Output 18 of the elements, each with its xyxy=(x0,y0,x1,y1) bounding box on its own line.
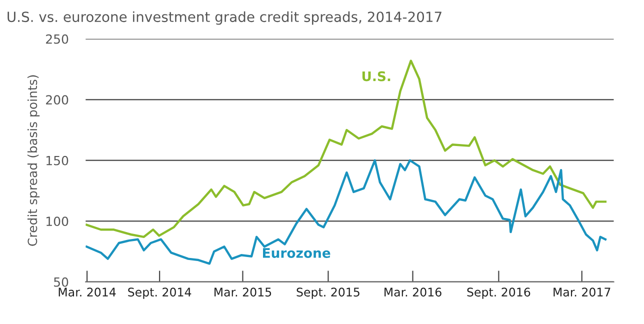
x-tick-label: Mar. 2014 xyxy=(58,288,116,297)
y-tick-label: 150 xyxy=(46,156,68,166)
x-tick-label: Sept. 2015 xyxy=(296,288,360,299)
line-series xyxy=(86,60,607,238)
x-tick-label: Sept. 2016 xyxy=(467,288,530,299)
chart-title: U.S. vs. eurozone investment grade credit spreads, 2014-2017 xyxy=(8,11,442,25)
y-tick-label: 200 xyxy=(46,95,68,105)
y-tick-label: 50 xyxy=(54,277,68,287)
series-label: U.S. xyxy=(362,71,390,82)
y-axis-title: Credit spread (basis points) xyxy=(27,75,40,246)
y-tick-label: 100 xyxy=(46,216,68,226)
series-label: Eurozone xyxy=(263,248,330,258)
x-tick-label: Mar. 2016 xyxy=(384,288,442,297)
line-series xyxy=(86,159,607,265)
x-tick-label: Mar. 2015 xyxy=(214,288,272,297)
x-tick-label: Mar. 2017 xyxy=(554,288,610,297)
y-tick-label: 250 xyxy=(46,34,68,44)
x-tick-label: Sept. 2014 xyxy=(128,288,192,299)
